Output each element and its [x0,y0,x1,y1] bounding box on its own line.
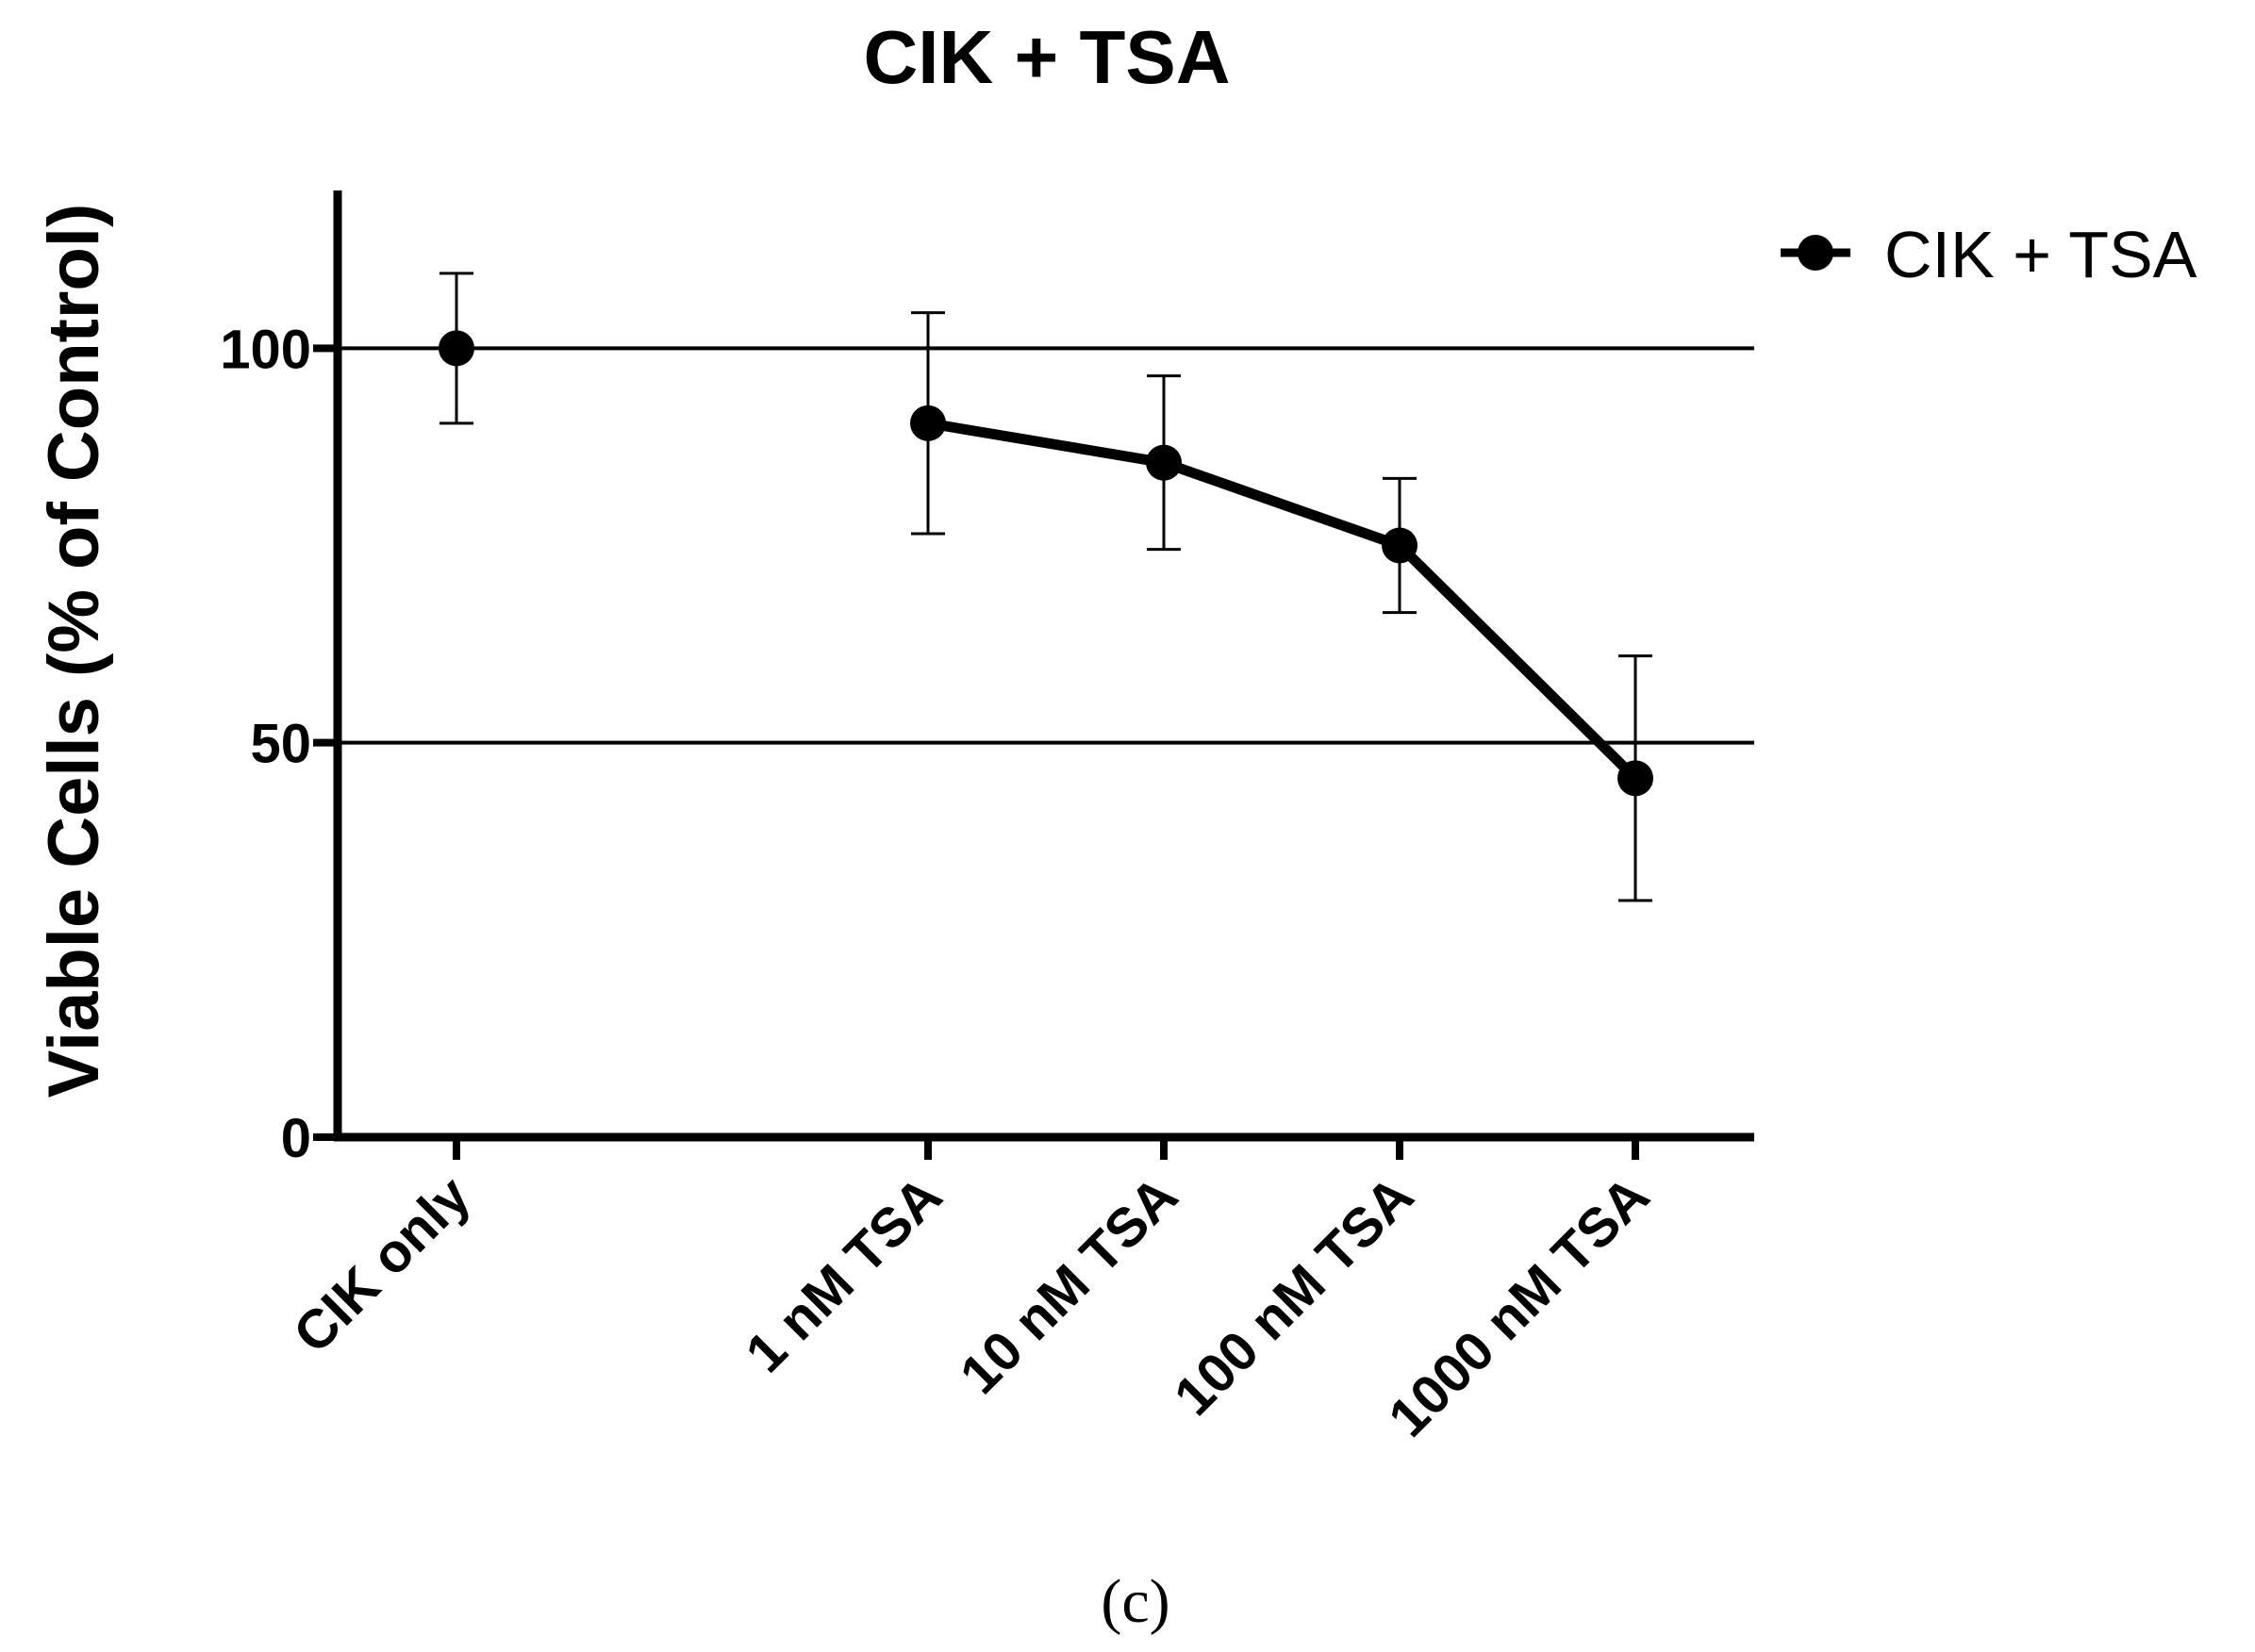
y-tick-label-100: 100 [220,319,311,380]
legend-dot-marker [1798,235,1833,271]
axes [333,190,1754,1142]
data-point [1146,444,1182,481]
reference-lines [338,346,1754,745]
y-tick-label-50: 50 [250,714,311,775]
legend-label: CIK + TSA [1884,218,2197,291]
x-tick-label: CIK only [282,1165,482,1364]
figure-caption: (c) [1101,1567,1169,1636]
y-ticks: 0 50 100 [220,319,338,1169]
y-axis-label: Viable Cells (% of Control) [34,204,114,1099]
data-point [439,330,474,367]
data-point [910,405,946,441]
data-point [1617,760,1653,797]
series-line [927,418,1639,783]
legend: CIK + TSA [1781,218,2197,291]
series-group [439,272,1653,902]
y-tick-label-0: 0 [281,1108,311,1169]
data-point [1382,527,1418,564]
x-tick-label: 10 nM TSA [949,1165,1190,1406]
x-tick-label: 100 nM TSA [1163,1165,1425,1427]
x-tick-label: 1 nM TSA [734,1165,953,1384]
chart-title: CIK + TSA [864,15,1231,99]
